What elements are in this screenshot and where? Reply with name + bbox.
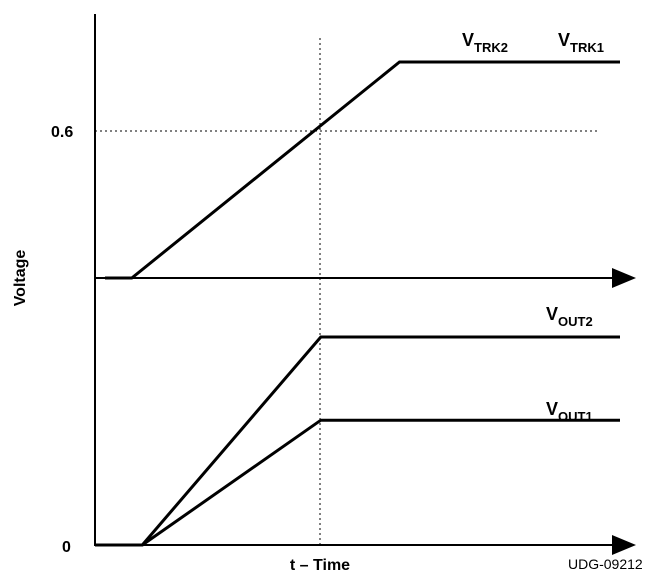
figure-code: UDG-09212 <box>568 556 643 572</box>
y-axis-label: Voltage <box>12 250 29 307</box>
series-label-vout1: VOUT1 <box>546 399 593 424</box>
series-line-vtrk <box>105 60 620 280</box>
y-tick-label-0.6: 0.6 <box>51 124 73 141</box>
series-line-vout2 <box>95 335 620 547</box>
x-axis-label: t – Time <box>290 557 350 574</box>
upper-x-axis-arrow <box>612 268 636 288</box>
series-line-vout1 <box>95 418 620 547</box>
series-label-vtrk2: VTRK2 <box>462 30 508 55</box>
series-label-vout2: VOUT2 <box>546 304 593 329</box>
series-label-vtrk1: VTRK1 <box>558 30 604 55</box>
lower-x-axis-arrow <box>612 535 636 555</box>
y-tick-label-0: 0 <box>62 539 71 556</box>
